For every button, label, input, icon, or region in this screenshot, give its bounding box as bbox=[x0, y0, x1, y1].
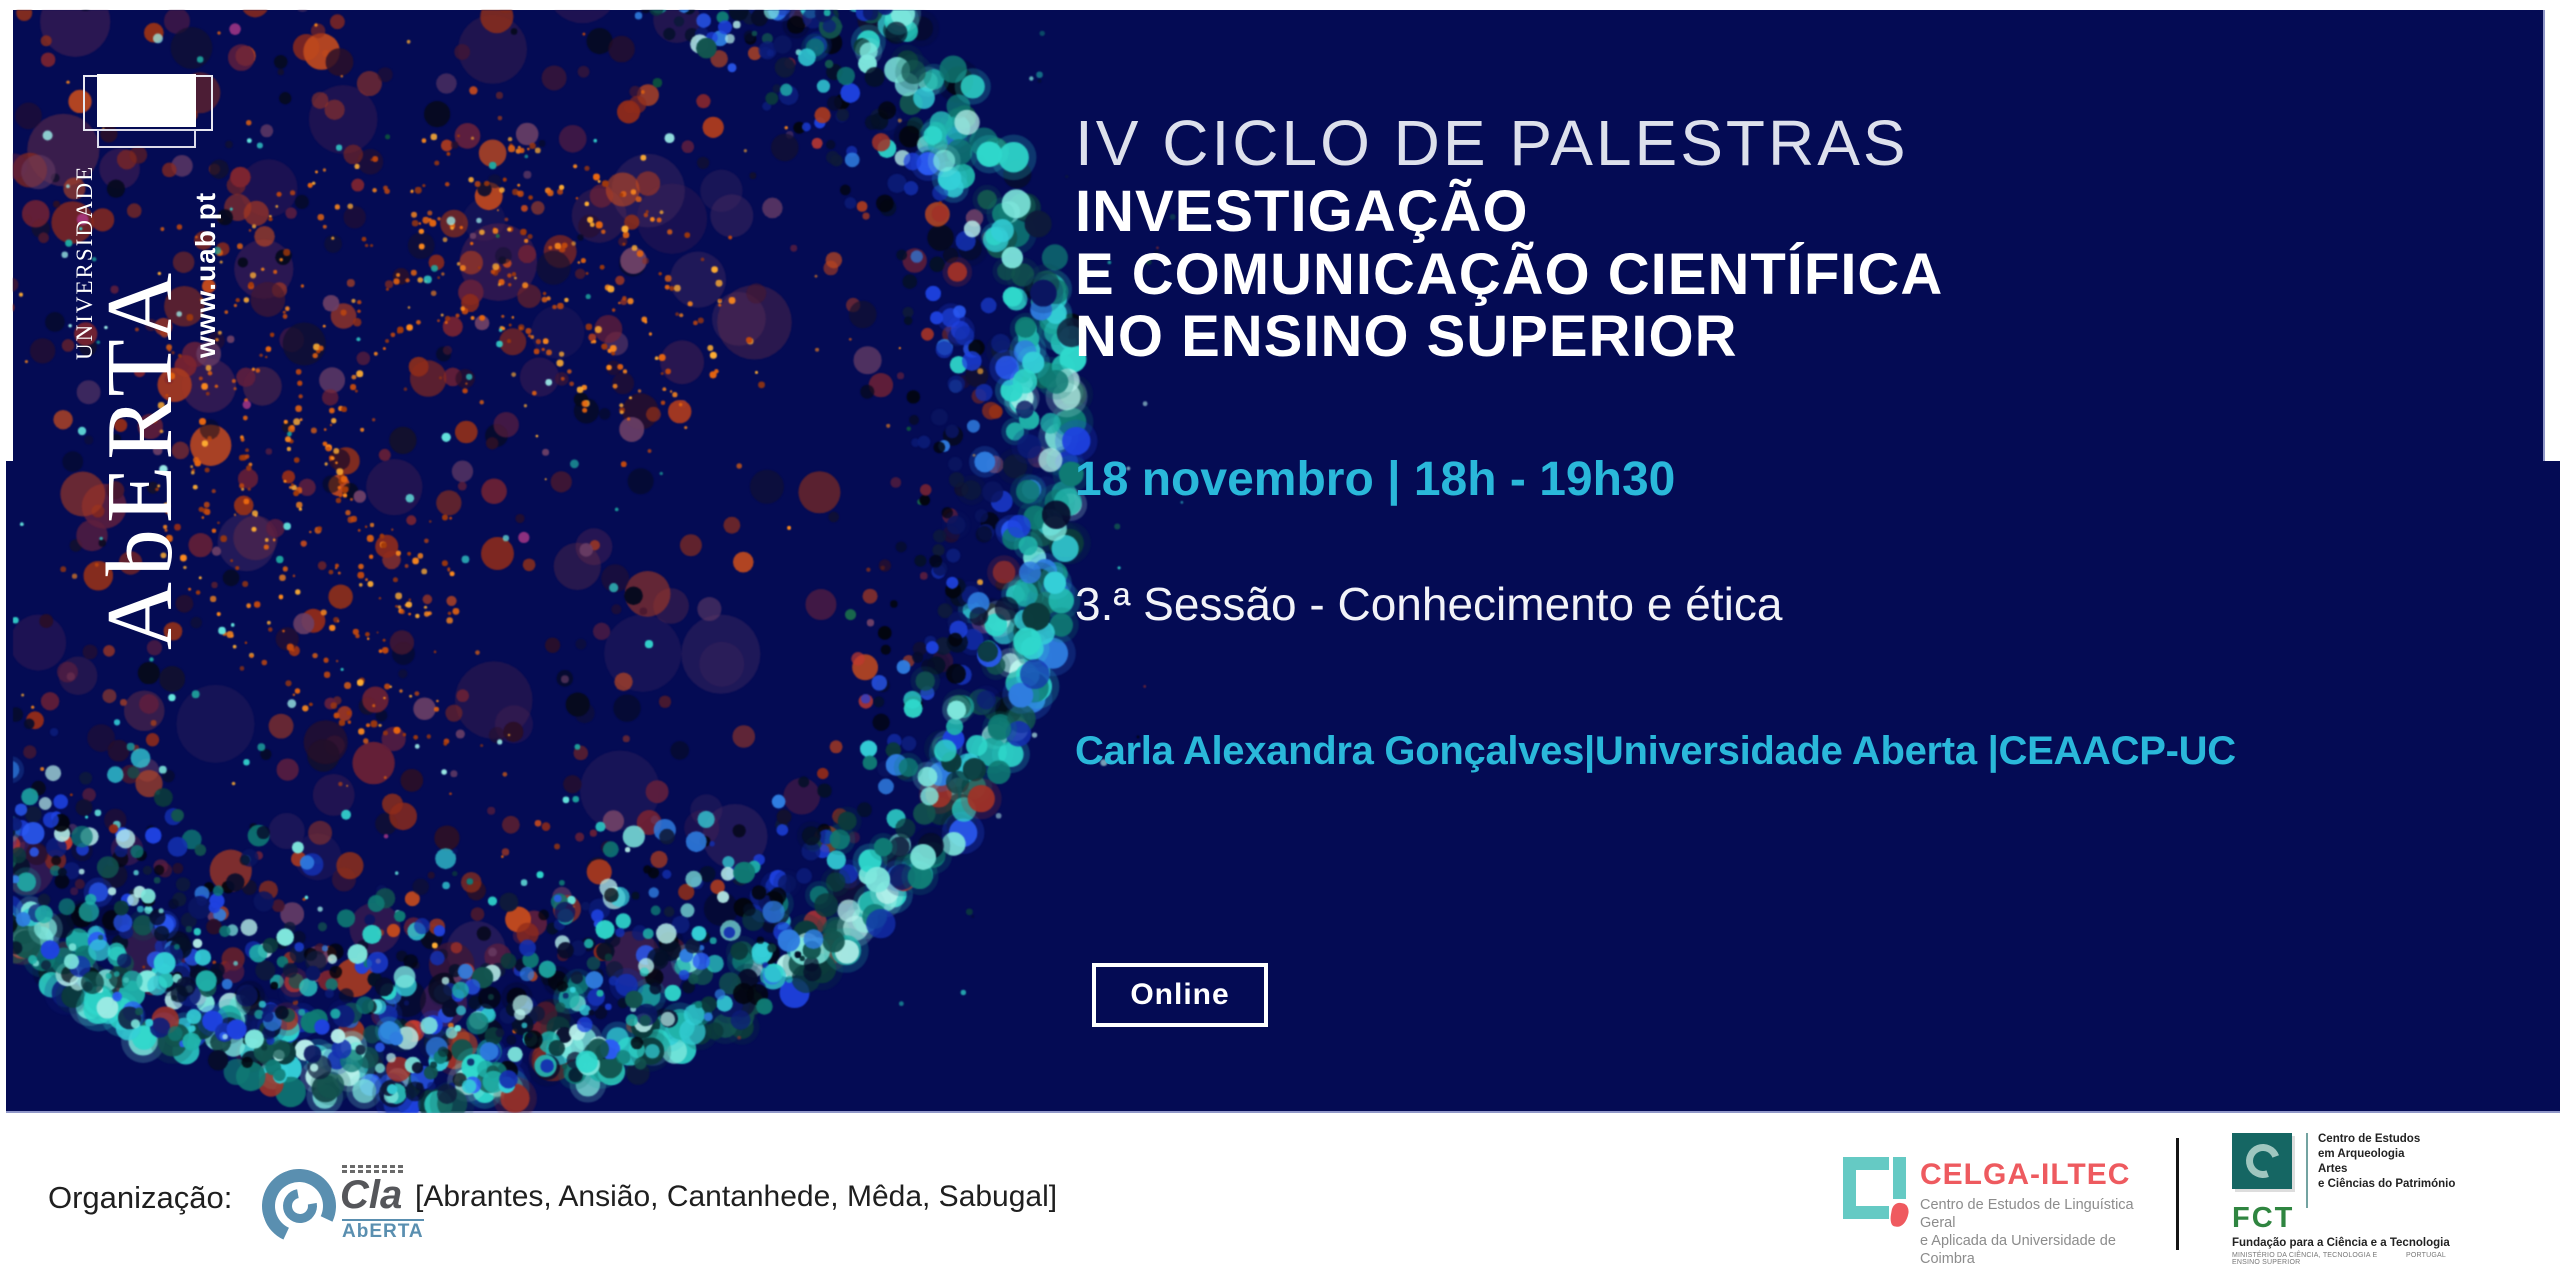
series-title: IV CICLO DE PALESTRAS bbox=[1075, 107, 1909, 179]
uab-logo-name-text: AbERTA bbox=[88, 266, 192, 650]
ceaacp-divider-line bbox=[2306, 1133, 2308, 1208]
ceaacp-logo-icon bbox=[2232, 1133, 2292, 1189]
fct-ministry-text: MINISTÉRIO DA CIÊNCIA, TECNOLOGIA E ENSI… bbox=[2232, 1252, 2446, 1266]
celga-comma-icon bbox=[1889, 1201, 1910, 1229]
celga-bar-icon bbox=[1893, 1157, 1906, 1199]
fct-logo-text: FCT bbox=[2232, 1202, 2295, 1234]
uab-logo-frame2-icon bbox=[97, 129, 196, 148]
ecla-aberta-text: AbERTA bbox=[342, 1219, 424, 1242]
fct-subtitle-text: Fundação para a Ciência e a Tecnologia bbox=[2232, 1237, 2450, 1249]
celga-name-text: CELGA-ILTEC bbox=[1920, 1158, 2131, 1191]
ecla-name-text: Cla bbox=[340, 1173, 403, 1217]
locations-list: [Abrantes, Ansião, Cantanhede, Mêda, Sab… bbox=[415, 1180, 1058, 1213]
ecla-aberta-logo: Cla AbERTA bbox=[251, 1158, 424, 1254]
ecla-microtext-bar bbox=[342, 1165, 406, 1168]
celga-subtitle-text: Centro de Estudos de Linguística Geral e… bbox=[1920, 1197, 2134, 1267]
session-title: 3.ª Sessão - Conhecimento e ética bbox=[1075, 578, 1783, 630]
organization-label: Organização: bbox=[48, 1180, 233, 1215]
ceaacp-crescent-icon bbox=[2240, 1138, 2286, 1184]
footer-divider bbox=[2176, 1138, 2179, 1250]
event-title-line-2: E COMUNICAÇÃO CIENTÍFICA bbox=[1075, 242, 1944, 307]
event-title-line-3: NO ENSINO SUPERIOR bbox=[1075, 304, 1738, 369]
banner-panel-bottom bbox=[6, 461, 2560, 1113]
ecla-microtext-bar bbox=[342, 1170, 406, 1173]
event-title-line-1: INVESTIGAÇÃO bbox=[1075, 179, 1529, 244]
footer: Organização: Cla AbERTA [Abrantes, Ansiã… bbox=[0, 1113, 2560, 1280]
speaker-affiliation: Carla Alexandra Gonçalves|Universidade A… bbox=[1075, 729, 2236, 773]
online-button[interactable]: Online bbox=[1092, 963, 1268, 1027]
event-datetime: 18 novembro | 18h - 19h30 bbox=[1075, 453, 1676, 506]
celga-bracket-icon bbox=[1843, 1157, 1889, 1219]
celga-iltec-logo: CELGA-ILTEC Centro de Estudos de Linguís… bbox=[1843, 1153, 2173, 1267]
uab-logo-book-icon bbox=[97, 74, 196, 127]
uab-logo-website-text: www.uab.pt bbox=[190, 191, 221, 358]
ceaacp-title-text: Centro de Estudos em Arquеologia Artes e… bbox=[2318, 1133, 2456, 1190]
